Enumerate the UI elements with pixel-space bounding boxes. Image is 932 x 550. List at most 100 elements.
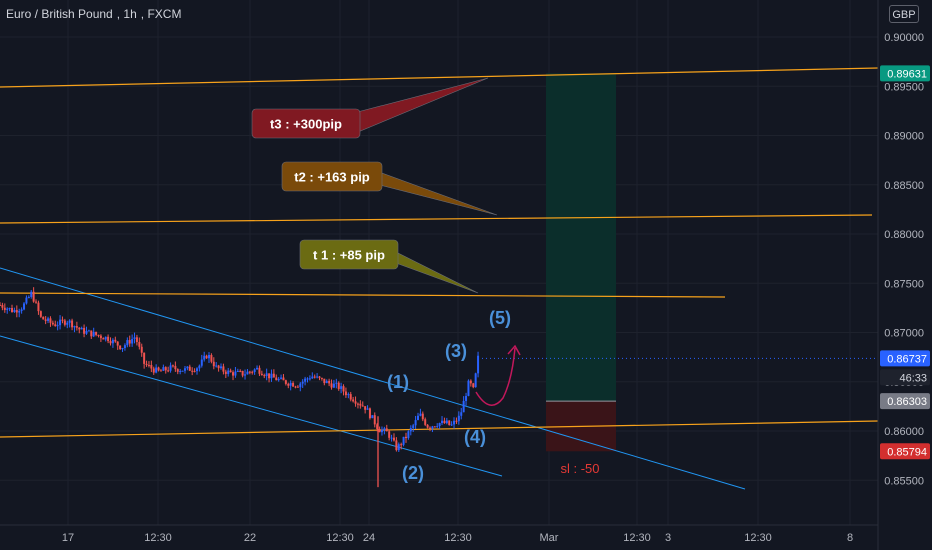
candle-body — [205, 355, 208, 359]
candle-body — [119, 345, 122, 350]
symbol-name: Euro / British Pound — [6, 7, 113, 21]
t3-callout-box — [251, 108, 361, 139]
candle-body — [44, 319, 47, 321]
candle-body — [30, 291, 33, 297]
t2-callout-box — [281, 161, 383, 192]
candle-body — [352, 399, 355, 402]
candle-body — [407, 431, 410, 439]
candle-body — [371, 415, 374, 419]
candle-body — [270, 373, 273, 379]
t1-callout-label: t 1 : +85 pip — [313, 248, 385, 263]
candle-body — [460, 412, 463, 416]
t3-callout-label: t3 : +300pip — [270, 117, 342, 132]
t1-callout-box — [299, 239, 399, 270]
symbol-title: Euro / British Pound, 1h, FXCM — [6, 7, 182, 21]
candle-body — [282, 377, 285, 381]
candle-body — [35, 301, 38, 303]
time-tick-label: 22 — [244, 532, 256, 544]
candle-body — [229, 370, 232, 373]
candle-body — [193, 370, 196, 372]
candle-body — [186, 366, 189, 369]
time-tick-label: 24 — [363, 532, 375, 544]
countdown-badge-bg — [880, 369, 930, 386]
candle-body — [443, 420, 446, 424]
candle-body — [99, 335, 102, 339]
candle-body — [424, 419, 427, 425]
candle-body — [421, 413, 424, 420]
support-line — [0, 420, 879, 438]
time-tick-label: 8 — [847, 532, 853, 544]
candle-body — [457, 415, 460, 422]
candle-body — [135, 337, 138, 343]
currency-button[interactable]: GBP — [889, 5, 919, 23]
candle-body — [200, 359, 203, 366]
candle-body — [234, 371, 237, 376]
candle-body — [275, 377, 278, 381]
candle-body — [109, 341, 112, 344]
t2-callout-label: t2 : +163 pip — [294, 170, 370, 185]
candle-body — [145, 363, 148, 365]
candle-body — [42, 316, 45, 320]
candle-body — [162, 367, 165, 371]
candle-body — [143, 352, 146, 364]
projection-arrowhead — [507, 344, 521, 356]
candle-body — [32, 291, 35, 302]
candle-body — [361, 405, 364, 407]
candle-body — [215, 365, 218, 367]
candle-body — [239, 370, 242, 372]
symbol-exchange: FXCM — [147, 7, 182, 21]
candle-body — [20, 309, 23, 311]
candle-body — [203, 355, 206, 360]
price-tick-label: 0.90000 — [884, 32, 924, 44]
candle-body — [306, 378, 309, 380]
candle-body — [121, 348, 124, 350]
candle-body — [220, 366, 223, 369]
candle-body — [217, 365, 220, 369]
candle-body — [80, 327, 83, 330]
candle-body — [388, 431, 391, 438]
sl-label: sl : -50 — [560, 461, 599, 476]
candle-body — [111, 339, 114, 344]
candle-body — [385, 428, 388, 432]
candle-body — [97, 334, 100, 336]
candle-body — [133, 337, 136, 339]
candle-body — [337, 382, 340, 389]
candle-body — [159, 370, 162, 372]
symbol-interval[interactable]: 1h — [123, 7, 137, 21]
candle-body — [241, 370, 244, 376]
candle-body — [325, 380, 328, 384]
candle-body — [68, 320, 71, 323]
candle-body — [107, 336, 110, 342]
price-tick-label: 0.89000 — [884, 131, 924, 143]
candle-body — [198, 365, 201, 369]
candle-body — [258, 367, 261, 374]
candle-body — [195, 368, 198, 372]
candle-body — [404, 436, 407, 439]
candle-body — [414, 420, 417, 426]
target-price-badge: 0.89631 — [887, 68, 927, 80]
time-tick-label: Mar — [540, 532, 559, 544]
candle-body — [208, 354, 211, 359]
candle-body — [311, 376, 314, 379]
candle-body — [368, 408, 371, 419]
channel-lower-line — [0, 335, 503, 477]
candle-body — [188, 366, 191, 371]
candle-body — [123, 345, 126, 349]
candle-body — [347, 394, 350, 396]
candle-body — [313, 376, 316, 378]
candle-body — [87, 330, 90, 332]
candle-body — [164, 367, 167, 371]
candle-body — [328, 380, 331, 384]
candle-body — [78, 327, 81, 330]
price-tick-label: 0.88000 — [884, 229, 924, 241]
candle-body — [176, 369, 179, 372]
candle-body — [171, 365, 174, 367]
candle-body — [248, 371, 251, 373]
time-tick-label: 12:30 — [144, 532, 172, 544]
candle-body — [25, 297, 28, 304]
candle-body — [147, 364, 150, 366]
candle-body — [453, 420, 456, 425]
candle-body — [116, 341, 119, 346]
